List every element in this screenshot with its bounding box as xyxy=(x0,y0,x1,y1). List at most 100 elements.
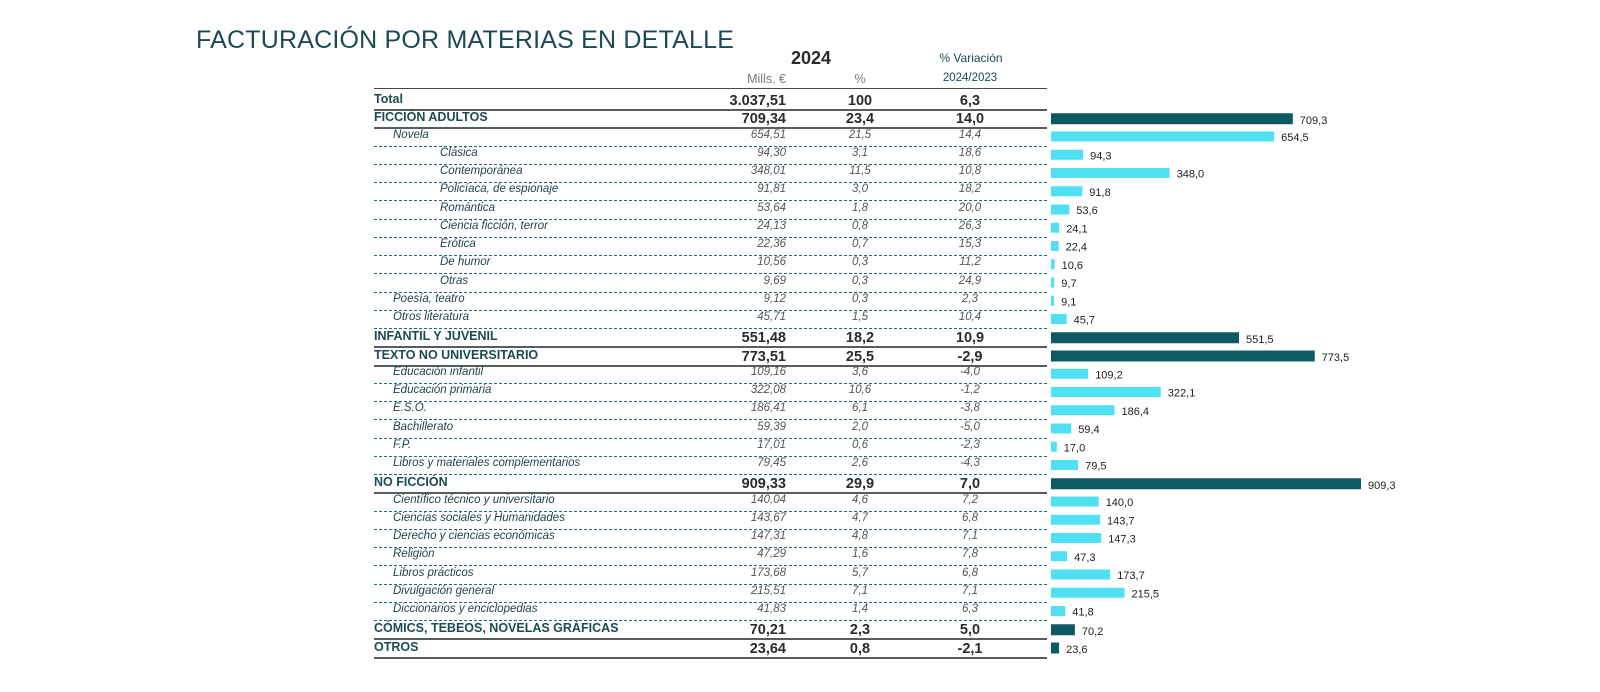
row-mills: 551,48 xyxy=(741,330,786,347)
row-variation: -1,2 xyxy=(960,384,980,396)
row-label: Contemporánea xyxy=(440,165,523,177)
table-row: Contemporánea 348,01 11,5 10,8 xyxy=(374,164,1047,183)
bar xyxy=(1051,314,1067,324)
row-mills: 215,51 xyxy=(750,584,786,597)
row-mills: 909,33 xyxy=(741,476,786,493)
bar xyxy=(1051,149,1084,160)
bar xyxy=(1051,277,1055,288)
row-variation: 6,3 xyxy=(962,603,978,615)
row-label: NO FICCIÓN xyxy=(374,475,448,490)
bar-value-label: 10,6 xyxy=(1062,260,1083,272)
row-mills: 23,64 xyxy=(749,640,786,657)
row-variation: 26,3 xyxy=(958,219,982,232)
bar xyxy=(1051,587,1125,598)
bar-value-label: 53,6 xyxy=(1076,205,1097,217)
bar-value-label: 654,5 xyxy=(1281,132,1309,144)
bar-value-label: 9,1 xyxy=(1061,296,1076,308)
row-variation: 6,3 xyxy=(959,93,981,109)
row-variation: 14,4 xyxy=(958,128,982,141)
bar xyxy=(1051,387,1161,397)
row-pct: 18,2 xyxy=(845,330,875,347)
row-pct: 1,6 xyxy=(852,548,868,561)
row-mills: 53,64 xyxy=(757,201,786,214)
bar-value-label: 173,7 xyxy=(1117,570,1145,582)
bar-value-label: 59,4 xyxy=(1078,424,1099,436)
row-variation: 10,4 xyxy=(958,311,982,323)
header-rule xyxy=(374,88,1047,89)
bar-value-label: 17,0 xyxy=(1064,442,1085,454)
row-mills: 9,12 xyxy=(763,292,786,305)
row-variation: 14,0 xyxy=(955,111,985,128)
row-mills: 322,08 xyxy=(750,384,786,396)
table-row: Educación infantil 109,16 3,6 -4,0 xyxy=(374,365,1047,384)
row-label: Científico técnico y universitario xyxy=(393,493,555,506)
row-variation: -4,0 xyxy=(960,365,980,378)
row-label: Ciencias sociales y Humanidades xyxy=(393,511,565,524)
row-pct: 4,8 xyxy=(852,530,868,542)
bar-value-label: 773,5 xyxy=(1322,352,1350,364)
table-row: E.S.O. 186,41 6,1 -3,8 xyxy=(374,401,1047,421)
table-row: Derecho y ciencias económicas 147,31 4,8 7,… xyxy=(374,529,1047,548)
row-mills: 17,01 xyxy=(757,438,786,451)
row-mills: 41,83 xyxy=(757,603,786,615)
table-row: Romántica 53,64 1,8 20,0 xyxy=(374,201,1047,220)
table-row: FICCIÓN ADULTOS 709,34 23,4 14,0 xyxy=(374,109,1047,130)
table-row: Total 3.037,51 100 6,3 xyxy=(374,91,1047,111)
row-pct: 3,6 xyxy=(852,365,868,378)
row-label: Religión xyxy=(393,548,435,561)
bar-value-label: 322,1 xyxy=(1168,388,1196,400)
years-compared-header: 2024/2023 xyxy=(942,72,998,84)
row-label: Ciencia ficción, terror xyxy=(440,219,549,232)
row-label: Derecho y ciencias económicas xyxy=(393,530,555,542)
bar-value-label: 94,3 xyxy=(1090,150,1111,162)
bar-value-label: 91,8 xyxy=(1089,187,1110,199)
row-mills: 109,16 xyxy=(750,365,786,378)
bar-value-label: 709,3 xyxy=(1300,115,1328,127)
row-pct: 10,6 xyxy=(848,384,872,396)
row-pct: 0,6 xyxy=(852,438,868,451)
row-mills: 654,51 xyxy=(750,128,786,141)
bar xyxy=(1051,551,1068,562)
row-variation: 2,3 xyxy=(962,292,978,305)
bar xyxy=(1051,606,1066,616)
row-pct: 0,8 xyxy=(852,219,868,232)
row-variation: 5,0 xyxy=(959,622,981,639)
bar-value-label: 70,2 xyxy=(1082,626,1103,638)
table-row: Diccionarios y enciclopedias 41,83 1,4 6,3 xyxy=(374,602,1047,621)
bar xyxy=(1051,368,1089,379)
row-variation: 18,6 xyxy=(958,146,982,159)
table-row: Ciencia ficción, terror 24,13 0,8 26,3 xyxy=(374,219,1047,238)
row-label: FICCIÓN ADULTOS xyxy=(374,110,488,125)
row-variation: -2,1 xyxy=(957,640,983,657)
row-pct: 4,7 xyxy=(852,511,868,524)
bar xyxy=(1051,259,1055,270)
row-variation: -2,9 xyxy=(957,348,983,365)
row-pct: 1,4 xyxy=(852,603,868,615)
bar xyxy=(1051,514,1100,525)
row-variation: 7,1 xyxy=(962,584,978,597)
table-row: F.P. 17,01 0,6 -2,3 xyxy=(374,438,1047,457)
bar-value-label: 9,7 xyxy=(1061,278,1076,290)
table-row: Científico técnico y universitario 140,04… xyxy=(374,493,1047,512)
row-label: Erótica xyxy=(440,238,476,250)
row-mills: 47,29 xyxy=(757,548,786,561)
row-pct: 0,8 xyxy=(849,640,871,657)
row-variation: 11,2 xyxy=(959,256,981,269)
row-label: TEXTO NO UNIVERSITARIO xyxy=(374,347,539,362)
row-mills: 22,36 xyxy=(757,238,786,250)
row-pct: 1,8 xyxy=(852,201,868,214)
bar xyxy=(1051,131,1275,142)
bar xyxy=(1051,168,1170,178)
row-label: Poesía, teatro xyxy=(393,292,465,305)
table-row: Bachillerato 59,39 2,0 -5,0 xyxy=(374,420,1047,439)
bar xyxy=(1051,241,1059,251)
row-mills: 147,31 xyxy=(750,530,786,542)
bar-value-label: 79,5 xyxy=(1085,461,1106,473)
row-variation: 6,8 xyxy=(962,566,978,579)
bar xyxy=(1051,186,1083,197)
bar xyxy=(1051,295,1055,306)
bar-value-label: 348,0 xyxy=(1177,169,1205,181)
row-pct: 11,5 xyxy=(849,165,871,177)
row-mills: 773,51 xyxy=(741,348,786,365)
row-variation: -2,3 xyxy=(960,438,980,451)
